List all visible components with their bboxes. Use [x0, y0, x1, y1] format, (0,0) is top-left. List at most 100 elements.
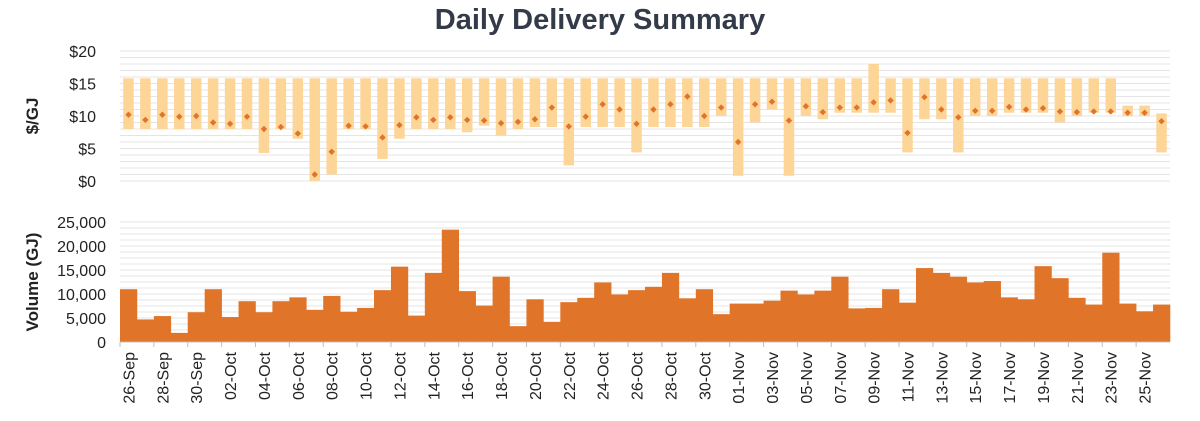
volume-bar [814, 290, 832, 342]
price-range-bar [461, 78, 473, 133]
x-tick-label: 16-Oct [460, 351, 477, 400]
volume-bar [865, 307, 883, 342]
price-range-bar [783, 78, 795, 176]
price-average-marker [142, 116, 149, 124]
volume-bar [763, 300, 781, 342]
volume-bar [1000, 297, 1018, 342]
price-range-bar [478, 78, 490, 126]
price-range-bar [969, 78, 981, 116]
price-range-bar [699, 78, 710, 128]
volume-bar [611, 294, 629, 342]
price-range-bar [275, 78, 287, 129]
price-average-marker [734, 138, 742, 146]
price-range-bar [749, 78, 761, 123]
price-average-marker [972, 107, 979, 114]
volume-bar [831, 276, 849, 342]
x-tick-label: 24-Oct [596, 351, 613, 400]
x-tick-label: 20-Oct [528, 351, 545, 400]
price-y-tick-label: $5 [78, 142, 96, 159]
volume-y-tick-label: 10,000 [57, 287, 106, 304]
price-y-tick-label: $15 [69, 77, 96, 94]
volume-bar [628, 290, 646, 342]
price-average-marker [125, 111, 132, 118]
price-range-bar [885, 78, 896, 113]
price-average-marker [447, 114, 454, 121]
x-tick-label: 12-Oct [392, 351, 409, 400]
price-average-marker [277, 123, 285, 131]
volume-bar [645, 286, 663, 342]
price-average-marker [209, 119, 217, 126]
price-range-bar [1003, 78, 1015, 113]
volume-bar [221, 317, 239, 342]
x-tick-label: 10-Oct [359, 351, 376, 400]
price-average-marker [328, 148, 335, 155]
price-range-bar [343, 78, 354, 129]
price-average-marker [480, 117, 488, 124]
volume-bar [915, 268, 934, 342]
price-average-marker [1090, 108, 1097, 115]
price-average-marker [159, 111, 166, 118]
price-range-bar [241, 78, 253, 129]
price-average-marker [836, 104, 843, 111]
price-average-marker [1158, 118, 1165, 125]
price-range-bar [1156, 113, 1167, 153]
price-average-marker [1022, 106, 1030, 113]
price-range-bar [732, 78, 744, 176]
volume-bar [729, 303, 747, 342]
volume-bar [678, 298, 697, 342]
volume-bar [1102, 252, 1120, 342]
volume-bar [289, 297, 307, 342]
x-tick-label: 28-Sep [155, 352, 172, 404]
price-range-bar [377, 78, 388, 159]
volume-bar [340, 311, 358, 342]
price-average-marker [463, 116, 471, 124]
price-range-bar [851, 78, 862, 113]
price-range-bar [309, 78, 321, 181]
price-average-marker [819, 108, 827, 116]
price-range-bar [326, 78, 337, 175]
price-average-marker [531, 116, 539, 123]
price-average-marker [938, 106, 945, 113]
price-average-marker [988, 107, 996, 114]
price-average-marker [226, 120, 234, 127]
price-average-marker [413, 114, 420, 121]
volume-y-tick-label: 25,000 [57, 215, 106, 232]
price-average-marker [616, 106, 623, 113]
x-tick-label: 15-Nov [968, 352, 985, 404]
volume-bar [949, 276, 968, 342]
volume-bar [153, 316, 172, 342]
price-average-marker [718, 104, 725, 111]
price-range-bar [868, 64, 879, 113]
price-range-bar [902, 78, 913, 153]
volume-bar [187, 312, 205, 342]
volume-bar [526, 299, 544, 342]
volume-bar [695, 289, 714, 342]
volume-bar [1068, 297, 1086, 342]
price-average-marker [768, 98, 776, 105]
volume-bar [1085, 304, 1103, 342]
volume-bar [661, 272, 680, 342]
volume-panel: 0 5,000 10,000 15,000 20,000 25,000 Volume (GJ… [23, 215, 1171, 404]
x-tick-label: 30-Sep [189, 352, 206, 404]
price-range-bar [123, 78, 134, 129]
price-range-bar [207, 78, 219, 129]
price-average-marker [667, 101, 674, 108]
price-range-bar [428, 78, 439, 129]
volume-bar [882, 289, 900, 342]
volume-bar [577, 297, 595, 342]
price-range-bar [546, 78, 558, 128]
x-tick-label: 13-Nov [934, 352, 951, 404]
volume-bar [1017, 299, 1035, 342]
price-average-marker [751, 101, 759, 108]
price-average-marker [362, 123, 369, 130]
volume-bar [238, 301, 256, 342]
price-y-axis-label: $/GJ [23, 98, 42, 135]
x-tick-label: 05-Nov [799, 352, 816, 404]
price-average-marker [1141, 109, 1148, 116]
volume-bar [390, 266, 409, 342]
price-range-bar [157, 78, 168, 129]
volume-bar [475, 305, 493, 342]
price-range-bar [1071, 78, 1083, 116]
price-average-marker [853, 104, 860, 111]
x-tick-label: 26-Oct [630, 351, 647, 400]
